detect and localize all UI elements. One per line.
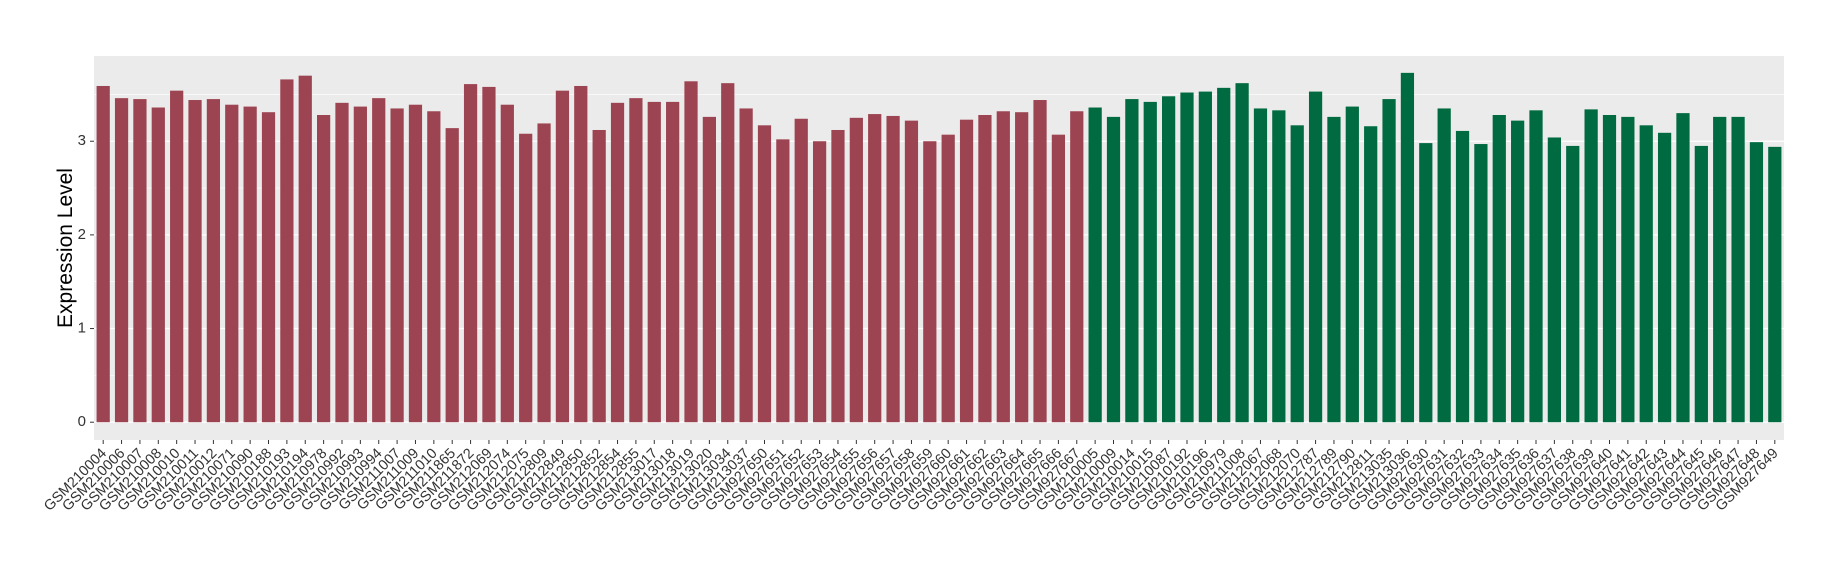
bar bbox=[1308, 91, 1323, 423]
bar bbox=[335, 102, 349, 423]
bar bbox=[390, 108, 404, 423]
bar bbox=[1198, 91, 1212, 423]
bar bbox=[1088, 107, 1102, 423]
bar bbox=[794, 118, 808, 423]
bar bbox=[96, 85, 110, 423]
bar bbox=[463, 84, 478, 423]
bar bbox=[133, 99, 147, 423]
bar bbox=[996, 111, 1010, 423]
bar bbox=[1731, 116, 1745, 423]
bar bbox=[1511, 120, 1525, 423]
bar bbox=[243, 106, 257, 423]
bar bbox=[904, 120, 919, 423]
bar bbox=[1272, 110, 1286, 423]
y-tick-label: 2 bbox=[78, 226, 86, 243]
bar bbox=[427, 111, 441, 423]
bar bbox=[702, 116, 716, 423]
bar bbox=[1143, 101, 1157, 423]
bar bbox=[1345, 106, 1359, 423]
bar bbox=[959, 119, 974, 423]
bar bbox=[941, 134, 955, 423]
bar bbox=[574, 85, 588, 423]
bar bbox=[666, 101, 680, 423]
bar bbox=[1749, 142, 1764, 423]
bar bbox=[1364, 126, 1378, 423]
bar bbox=[1106, 116, 1121, 423]
bar bbox=[1492, 115, 1506, 423]
y-tick-label: 1 bbox=[78, 320, 86, 337]
bar bbox=[1382, 99, 1396, 423]
bar bbox=[684, 81, 698, 423]
bar bbox=[592, 129, 606, 423]
bar bbox=[1290, 125, 1304, 423]
bar bbox=[1694, 145, 1708, 423]
bar bbox=[1566, 145, 1580, 423]
bar bbox=[647, 101, 661, 423]
bar bbox=[372, 98, 386, 423]
bar bbox=[261, 112, 276, 423]
bar bbox=[298, 75, 312, 423]
bar bbox=[812, 141, 827, 423]
bar bbox=[1437, 108, 1451, 423]
bar bbox=[629, 98, 643, 423]
bar bbox=[151, 107, 165, 423]
bar bbox=[170, 90, 184, 423]
bar bbox=[1657, 132, 1672, 423]
bar bbox=[206, 99, 221, 423]
bar bbox=[1547, 137, 1561, 423]
bar bbox=[1602, 115, 1617, 423]
bar bbox=[225, 104, 239, 423]
bar bbox=[1768, 146, 1782, 423]
y-axis-title: Expression Level bbox=[54, 168, 77, 328]
bar bbox=[1180, 92, 1194, 423]
y-tick-label: 3 bbox=[78, 132, 86, 149]
bar bbox=[408, 104, 423, 423]
bar bbox=[1455, 130, 1470, 423]
bar bbox=[1639, 125, 1653, 423]
y-tick-label: 0 bbox=[78, 413, 86, 430]
bar bbox=[978, 115, 992, 423]
bar bbox=[1474, 144, 1488, 423]
bar bbox=[1070, 111, 1084, 423]
bar bbox=[610, 102, 625, 423]
bar bbox=[1713, 116, 1727, 423]
bar bbox=[1327, 116, 1341, 423]
bar bbox=[114, 98, 129, 423]
bar bbox=[519, 133, 533, 423]
bar bbox=[1419, 143, 1433, 423]
bar bbox=[1015, 112, 1029, 423]
bar bbox=[776, 139, 790, 423]
bar bbox=[739, 108, 753, 423]
bar bbox=[923, 141, 937, 423]
bar bbox=[849, 117, 863, 423]
bar bbox=[317, 115, 331, 423]
bar bbox=[1125, 99, 1139, 423]
bar bbox=[757, 125, 772, 423]
bar bbox=[482, 86, 496, 423]
bar bbox=[188, 100, 202, 423]
bar bbox=[353, 106, 367, 423]
bar bbox=[500, 104, 514, 423]
bar bbox=[280, 79, 294, 423]
bar bbox=[868, 114, 882, 423]
bar bbox=[555, 90, 570, 423]
bar bbox=[886, 115, 900, 423]
bar bbox=[1529, 110, 1543, 423]
bar bbox=[831, 129, 845, 423]
bar bbox=[1033, 100, 1047, 423]
bar bbox=[445, 128, 459, 423]
bar bbox=[1400, 72, 1415, 423]
bar bbox=[1621, 116, 1635, 423]
bar bbox=[1162, 96, 1176, 423]
bar bbox=[1584, 109, 1598, 423]
bar bbox=[1235, 83, 1249, 423]
bar bbox=[721, 83, 735, 423]
bar bbox=[1676, 113, 1690, 423]
bar bbox=[1253, 108, 1268, 423]
bar bbox=[537, 123, 551, 423]
bar bbox=[1217, 87, 1231, 423]
bar bbox=[1051, 134, 1066, 423]
